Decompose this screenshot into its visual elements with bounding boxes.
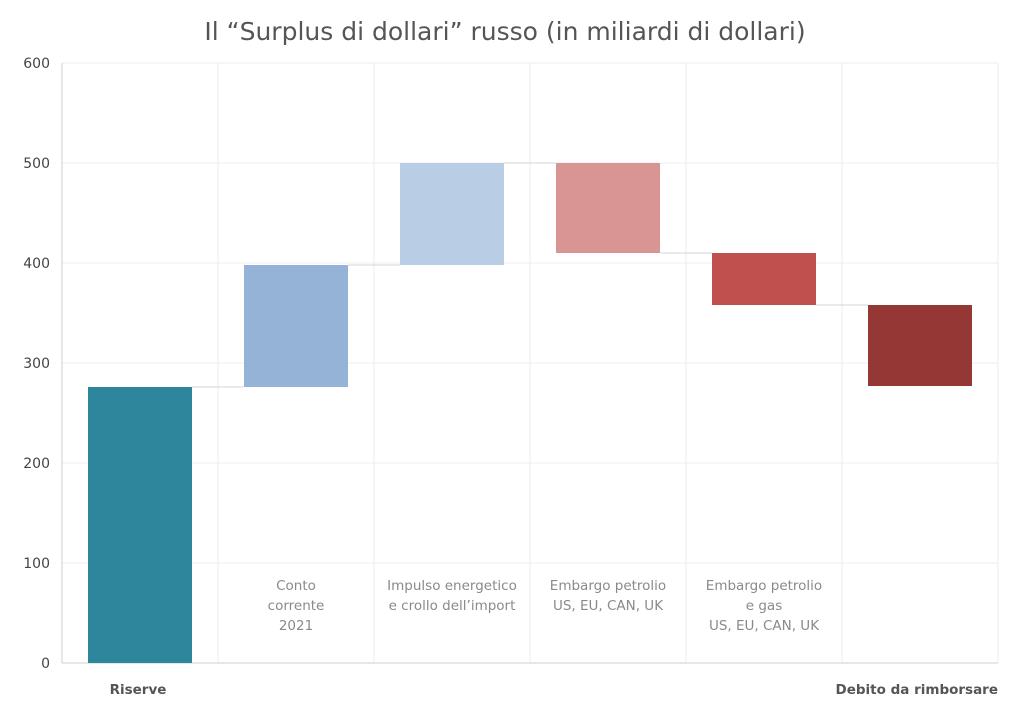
category-label: Embargo petrolio: [550, 578, 666, 594]
waterfall-bar: [712, 253, 816, 305]
waterfall-bar: [868, 305, 972, 386]
bottom-label-left: Riserve: [110, 682, 167, 698]
category-label: Impulso energetico: [387, 578, 517, 594]
y-tick-label: 400: [23, 256, 50, 272]
tick-layer: 0 100 200 300 400 500 600: [23, 56, 50, 672]
grid-layer: [61, 62, 999, 664]
label-layer: Conto corrente 2021 Impulso energetico e cro…: [268, 578, 823, 634]
category-label: US, EU, CAN, UK: [553, 598, 664, 614]
waterfall-bar: [244, 265, 348, 387]
y-tick-label: 600: [23, 56, 50, 72]
category-label: e gas: [746, 598, 782, 614]
y-tick-label: 0: [41, 656, 50, 672]
connector-layer: [192, 162, 868, 388]
y-tick-label: 500: [23, 156, 50, 172]
category-label: Conto: [276, 578, 316, 594]
category-label: US, EU, CAN, UK: [709, 618, 820, 634]
category-label: e crollo dell’import: [389, 598, 516, 614]
category-label: 2021: [279, 618, 313, 634]
waterfall-bar: [400, 163, 504, 265]
chart-title: Il “Surplus di dollari” russo (in miliar…: [204, 17, 805, 46]
waterfall-bar: [88, 387, 192, 663]
y-tick-label: 100: [23, 556, 50, 572]
y-tick-label: 200: [23, 456, 50, 472]
y-tick-label: 300: [23, 356, 50, 372]
category-label: Embargo petrolio: [706, 578, 822, 594]
waterfall-bar: [556, 163, 660, 253]
category-label: corrente: [268, 598, 325, 614]
bottom-label-right: Debito da rimborsare: [836, 682, 998, 698]
bar-layer: [88, 163, 972, 663]
